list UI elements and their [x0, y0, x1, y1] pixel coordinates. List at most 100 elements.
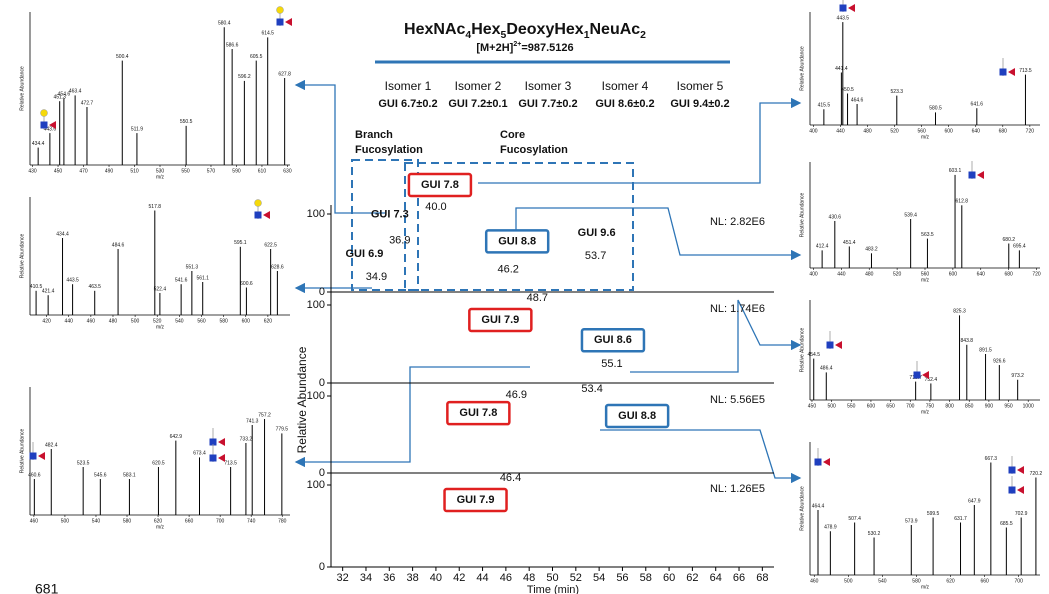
glycan-icon	[29, 442, 45, 460]
spectrum-x-tick-label: 650	[886, 403, 895, 409]
glycan-fucose	[1008, 68, 1015, 76]
spectrum-x-tick-label: 500	[827, 403, 836, 409]
gui-label: GUI 7.9	[481, 314, 519, 326]
spectrum-x-tick-label: 600	[867, 403, 876, 409]
spectrum-x-tick-label: 720	[1032, 271, 1041, 277]
x-tick-label: 36	[383, 572, 395, 584]
glycan-fucose	[1017, 486, 1024, 494]
spectrum-peak-label: 627.8	[278, 71, 291, 77]
arrow	[630, 299, 802, 373]
spectrum: 400 440 480 520 560 600 640 680 720 m/z Relative A…	[799, 162, 1041, 283]
spectrum-x-tick-label: 540	[92, 518, 101, 524]
title-part: 2	[640, 30, 646, 41]
spectrum-peak-label: 511.9	[131, 126, 143, 132]
glycan-icon	[999, 58, 1015, 76]
glycan-fucose	[922, 371, 929, 379]
spectrum-peak-label: 642.9	[170, 434, 183, 440]
spectrum-peak-label: 741.3	[246, 418, 259, 424]
spectrum-x-label: m/z	[156, 174, 165, 180]
glycan-glcnac	[209, 454, 217, 462]
spectrum-peak-label: 441.4	[835, 66, 848, 72]
spectrum-peak-label: 647.9	[968, 498, 981, 504]
glycan-icon	[1008, 456, 1024, 474]
spectrum-x-tick-label: 780	[278, 518, 287, 524]
spectrum-y-label: Relative Abundance	[19, 234, 25, 279]
spectrum-peak-label: 421.4	[42, 289, 55, 295]
spectrum-peak-label: 641.6	[971, 102, 984, 108]
spectrum-x-tick-label: 720	[1026, 128, 1035, 134]
spectrum-peak-label: 412.4	[816, 244, 829, 250]
spectrum-peak-label: 523.5	[77, 460, 90, 466]
peak-label: 36.9	[389, 234, 410, 246]
spectrum-peak-label: 523.3	[891, 89, 904, 95]
spectrum-y-label: Relative Abundance	[799, 193, 805, 238]
isomer-name: Isomer 5	[677, 79, 724, 93]
glycan-fucose	[823, 458, 830, 466]
spectrum-peak-label: 757.2	[258, 412, 271, 418]
glycan-fucose	[218, 438, 225, 446]
spectrum-x-tick-label: 620	[154, 518, 163, 524]
gui-label: GUI 9.6	[578, 227, 616, 239]
spectrum-x-tick-label: 500	[61, 518, 70, 524]
spectrum-y-label: Relative Abundance	[799, 46, 805, 91]
peak-label: 53.4	[581, 383, 602, 395]
glycan-glcnac	[209, 438, 217, 446]
glycan-icon	[814, 448, 830, 466]
spectrum-y-label: Relative Abundance	[799, 486, 805, 531]
glycan-icon	[826, 331, 842, 349]
spectrum-peak-label: 580.4	[218, 21, 231, 27]
glycan-fucose	[263, 211, 270, 219]
spectrum-x-tick-label: 480	[109, 318, 118, 324]
spectrum-x-tick-label: 400	[809, 128, 818, 134]
spectrum-x-tick-label: 560	[197, 318, 206, 324]
spectrum-x-tick-label: 580	[219, 318, 228, 324]
core-label: Core	[500, 129, 525, 141]
spectrum-x-tick-label: 560	[921, 271, 930, 277]
spectrum: 400 440 480 520 560 600 640 680 720 m/z Relative A…	[799, 12, 1040, 140]
spectrum-peak-label: 926.6	[993, 358, 1006, 364]
spectrum-peak-label: 614.5	[261, 31, 274, 37]
isomer-gui: GUI 8.6±0.2	[595, 98, 654, 110]
spectrum-peak-label: 443.5	[837, 15, 850, 21]
glycan-galactose	[40, 109, 48, 117]
spectrum-peak-label: 545.6	[94, 472, 107, 478]
spectrum-peak-label: 434.4	[32, 141, 45, 147]
spectrum-x-label: m/z	[156, 524, 165, 530]
spectrum-x-tick-label: 950	[1004, 403, 1013, 409]
glycan-glcnac	[968, 171, 976, 179]
spectrum-peak-label: 454.6	[58, 92, 71, 98]
isomer-gui: GUI 7.7±0.2	[518, 98, 577, 110]
spectrum-peak-label: 631.7	[954, 516, 967, 522]
gui-label: GUI 7.9	[457, 494, 495, 506]
spectrum-peak-label: 454.5	[807, 352, 820, 358]
peak-label: 40.0	[425, 201, 446, 213]
glycan-glcnac	[826, 341, 834, 349]
x-tick-label: 50	[546, 572, 558, 584]
glycan-glcnac	[999, 68, 1007, 76]
x-tick-label: 40	[430, 572, 442, 584]
spectrum-x-tick-label: 580	[123, 518, 132, 524]
spectrum-peak-label: 478.9	[824, 525, 837, 531]
spectrum-x-tick-label: 660	[185, 518, 194, 524]
spectrum-peak-label: 596.2	[238, 74, 251, 80]
page-number: 681	[35, 581, 59, 594]
spectrum-x-tick-label: 560	[917, 128, 926, 134]
spectrum-peak-label: 410.5	[30, 284, 43, 290]
spectrum-x-tick-label: 490	[105, 168, 114, 174]
title-part: NeuAc	[589, 21, 640, 38]
spectrum-y-label: Relative Abundance	[19, 66, 25, 111]
spectrum-x-tick-label: 590	[232, 168, 241, 174]
spectrum-x-tick-label: 620	[946, 578, 955, 584]
spectrum-peak-label: 680.2	[1003, 237, 1016, 243]
spectrum-peak-label: 541.6	[175, 278, 188, 284]
isomer-name: Isomer 1	[385, 79, 432, 93]
spectrum-x-tick-label: 510	[130, 168, 139, 174]
spectrum-peak-label: 434.4	[56, 231, 69, 237]
spectrum-peak-label: 599.5	[927, 511, 940, 517]
x-tick-label: 44	[476, 572, 488, 584]
x-tick-label: 46	[500, 572, 512, 584]
spectrum-x-tick-label: 540	[175, 318, 184, 324]
x-tick-label: 66	[733, 572, 745, 584]
spectrum-peak-label: 443.5	[66, 278, 79, 284]
